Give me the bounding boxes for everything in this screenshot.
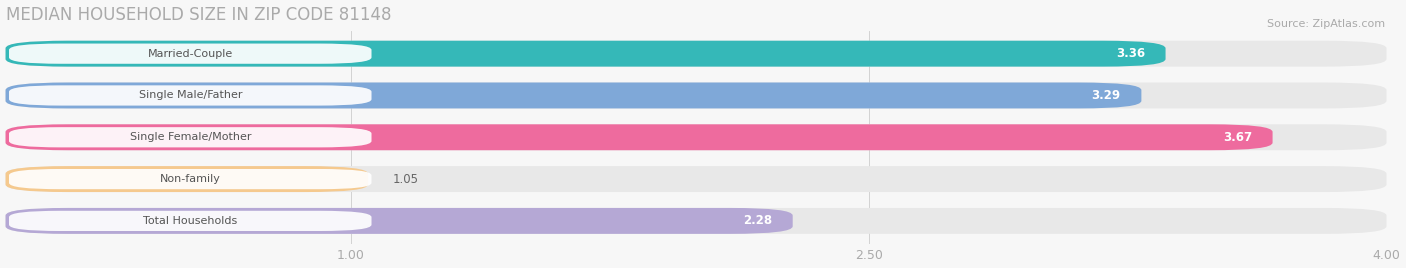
Text: 3.67: 3.67 bbox=[1223, 131, 1251, 144]
Text: 3.29: 3.29 bbox=[1091, 89, 1121, 102]
FancyBboxPatch shape bbox=[6, 83, 1142, 109]
FancyBboxPatch shape bbox=[6, 124, 1272, 150]
Text: Source: ZipAtlas.com: Source: ZipAtlas.com bbox=[1267, 19, 1385, 29]
FancyBboxPatch shape bbox=[8, 127, 371, 147]
FancyBboxPatch shape bbox=[6, 166, 1386, 192]
FancyBboxPatch shape bbox=[8, 211, 371, 231]
FancyBboxPatch shape bbox=[6, 83, 1386, 109]
Text: Total Households: Total Households bbox=[143, 216, 238, 226]
Text: Single Female/Mother: Single Female/Mother bbox=[129, 132, 252, 142]
FancyBboxPatch shape bbox=[6, 208, 1386, 234]
FancyBboxPatch shape bbox=[6, 124, 1386, 150]
Text: Single Male/Father: Single Male/Father bbox=[139, 91, 242, 100]
FancyBboxPatch shape bbox=[8, 85, 371, 106]
FancyBboxPatch shape bbox=[6, 166, 368, 192]
Text: 2.28: 2.28 bbox=[742, 214, 772, 227]
Text: Non-family: Non-family bbox=[160, 174, 221, 184]
FancyBboxPatch shape bbox=[8, 44, 371, 64]
FancyBboxPatch shape bbox=[6, 41, 1386, 67]
FancyBboxPatch shape bbox=[6, 41, 1166, 67]
Text: 3.36: 3.36 bbox=[1116, 47, 1144, 60]
Text: MEDIAN HOUSEHOLD SIZE IN ZIP CODE 81148: MEDIAN HOUSEHOLD SIZE IN ZIP CODE 81148 bbox=[6, 6, 391, 24]
FancyBboxPatch shape bbox=[6, 208, 793, 234]
Text: Married-Couple: Married-Couple bbox=[148, 49, 233, 59]
FancyBboxPatch shape bbox=[8, 169, 371, 189]
Text: 1.05: 1.05 bbox=[392, 173, 418, 185]
